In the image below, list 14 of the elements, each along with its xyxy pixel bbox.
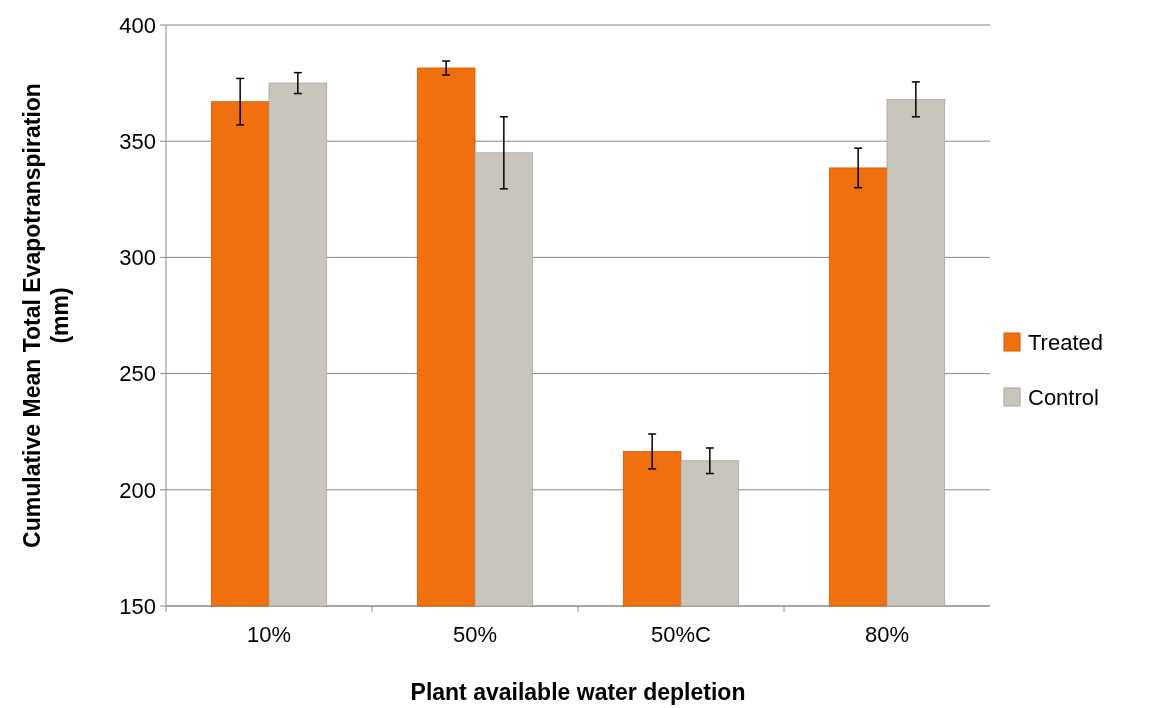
- y-tick-label: 200: [119, 477, 156, 503]
- y-tick-label: 250: [119, 361, 156, 387]
- x-tick-label: 80%: [864, 622, 910, 647]
- x-tick-label: 50%C: [651, 622, 712, 647]
- y-tick-label: 150: [119, 593, 156, 619]
- y-tick-label: 300: [119, 245, 156, 271]
- y-tick-label: 350: [119, 128, 156, 154]
- y-axis-title: Cumulative Mean Total Evapotranspiration (mm): [19, 83, 73, 548]
- x-tick-label: 50%: [452, 622, 498, 647]
- x-axis-title: Plant available water depletion: [410, 679, 746, 705]
- x-tick-label: 10%: [246, 622, 292, 647]
- legend-label: Treated: [1028, 329, 1104, 355]
- y-tick-label: 400: [119, 12, 156, 38]
- legend-label: Control: [1028, 384, 1099, 410]
